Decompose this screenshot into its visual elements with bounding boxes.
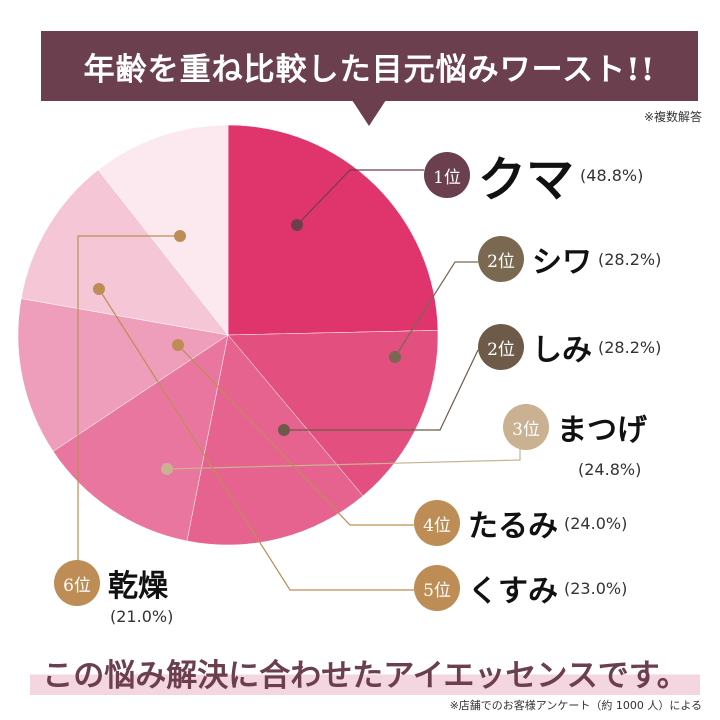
label-5: 4位 たるみ (24.0%) [414, 500, 627, 546]
leader-line-1 [296, 169, 424, 226]
title-banner: 年齢を重ね比較した目元悩みワースト!! [41, 31, 698, 101]
item-pct: (48.8%) [580, 165, 644, 185]
leader-dot-2 [389, 351, 401, 363]
source-note: ※店舗でのお客様アンケート（約 1000 人）による [449, 699, 702, 712]
multiple-answer-note: ※複数解答 [643, 110, 702, 124]
pie-slice-1 [227, 124, 439, 336]
item-pct: (28.2%) [598, 249, 662, 269]
leader-dot-6 [93, 283, 105, 295]
rank-badge: 1位 [424, 152, 470, 198]
footer-tagline: この悩み解決に合わせたアイエッセンスです。 [30, 650, 700, 695]
label-3: 2位 しみ (28.2%) [478, 324, 661, 370]
item-pct: (28.2%) [598, 337, 662, 357]
rank-badge: 6位 [54, 560, 100, 606]
item-pct: (24.8%) [578, 460, 642, 479]
rank-badge: 5位 [414, 565, 460, 611]
rank-badge: 2位 [478, 236, 524, 282]
item-name: たるみ [468, 509, 558, 544]
item-name: まつげ [557, 413, 647, 448]
item-name: しみ [532, 333, 592, 368]
leader-dot-5 [172, 339, 184, 351]
label-2: 2位 シワ (28.2%) [478, 236, 661, 282]
item-name: クマ [478, 152, 575, 208]
leader-line-6 [98, 288, 414, 591]
item-name: くすみ [468, 574, 558, 609]
rank-badge: 4位 [414, 500, 460, 546]
pie-slice-6 [20, 169, 229, 336]
item-pct: (23.0%) [564, 578, 628, 598]
label-4: 3位 まつげ [503, 404, 647, 450]
label-6: 5位 くすみ (23.0%) [414, 565, 627, 611]
pie-slice-7 [97, 124, 229, 336]
pie-slice-5 [17, 298, 229, 452]
item-name: 乾燥 [108, 569, 168, 604]
label-7: 6位 乾燥 [54, 560, 168, 606]
rank-badge: 3位 [503, 404, 549, 450]
leader-line-3 [284, 349, 479, 431]
leader-dot-3 [278, 424, 290, 436]
label-1: 1位 クマ (48.8%) [424, 140, 643, 210]
pie-slice-4 [52, 334, 229, 542]
item-name: シワ [532, 245, 592, 280]
leader-line-7 [77, 235, 180, 565]
rank-badge: 2位 [478, 324, 524, 370]
item-pct: (21.0%) [110, 607, 174, 626]
leader-dot-4 [161, 463, 173, 475]
item-pct: (24.0%) [564, 513, 628, 533]
banner-pointer [352, 100, 386, 126]
pie-slice-2 [227, 330, 439, 497]
leader-line-2 [394, 261, 478, 358]
leader-dot-7 [174, 230, 186, 242]
leader-dot-1 [291, 219, 303, 231]
leader-line-5 [177, 344, 414, 526]
